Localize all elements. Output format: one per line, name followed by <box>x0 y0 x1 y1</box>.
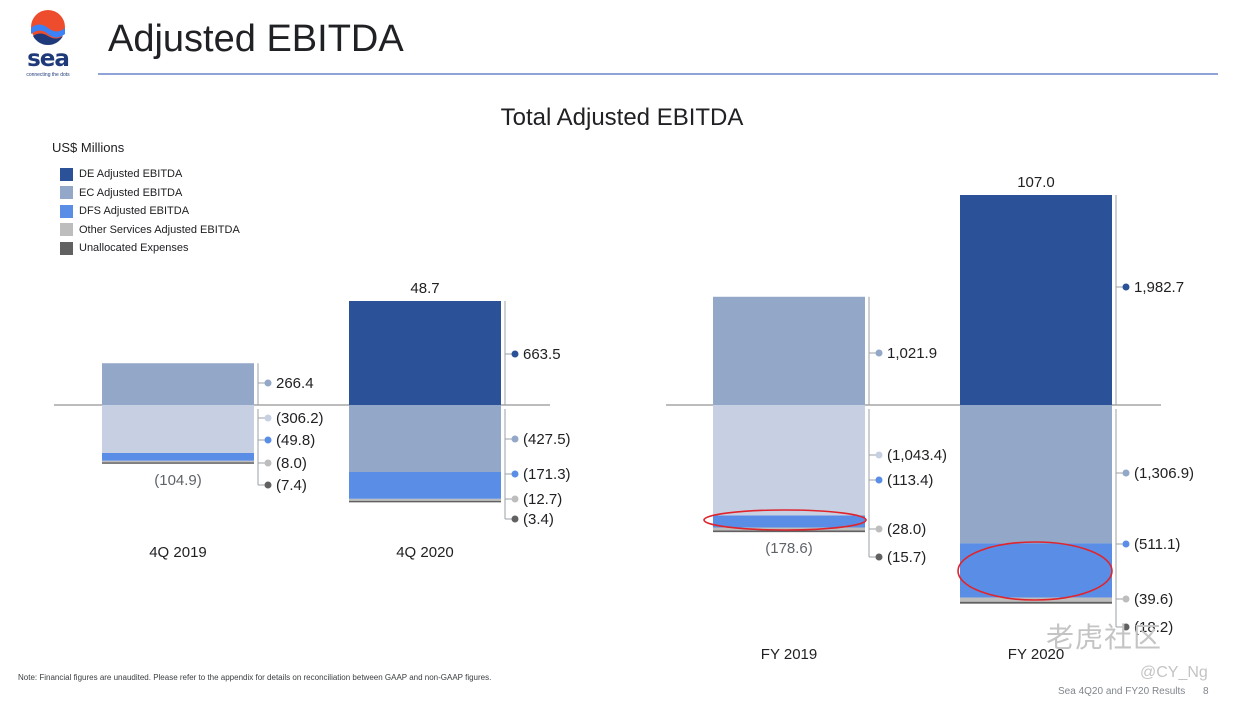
highlight-annotation-fy2020 <box>957 541 1113 601</box>
total-label-fy-2020: 107.0 <box>1017 174 1055 191</box>
data-label-4q-2019-ec: (306.2) <box>276 410 324 427</box>
label-dot-unalloc <box>1122 623 1130 631</box>
legend-swatch-dfs <box>60 204 73 218</box>
data-label-fy-2019-positive: 1,021.9 <box>887 345 937 362</box>
label-dot-ec <box>511 435 519 443</box>
legend-item-de: DE Adjusted EBITDA <box>60 165 240 184</box>
data-label-4q-2020-dfs: (171.3) <box>523 466 571 483</box>
legend-label-ec: EC Adjusted EBITDA <box>79 186 183 199</box>
legend-swatch-de <box>60 167 73 181</box>
label-dot-de <box>1122 283 1130 291</box>
label-dot-dfs <box>1122 540 1130 548</box>
logo-tagline: connecting the dots <box>26 72 70 78</box>
bar-negative-other-4q-2020 <box>349 498 501 501</box>
legend-item-other: Other Services Adjusted EBITDA <box>60 221 240 240</box>
label-dot-other <box>511 495 519 503</box>
data-label-fy-2020-other: (39.6) <box>1134 591 1173 608</box>
bar-negative-ec-fy-2020 <box>960 405 1112 544</box>
label-dot-dfs <box>875 476 883 484</box>
label-dot-ec <box>875 451 883 459</box>
title-divider <box>98 73 1218 75</box>
highlight-annotation-fy2019 <box>703 509 867 531</box>
legend-label-other: Other Services Adjusted EBITDA <box>79 223 240 236</box>
bar-negative-dfs-4q-2020 <box>349 472 501 499</box>
watermark-user: @CY_Ng <box>1140 664 1208 681</box>
bar-positive-fy-2019 <box>713 296 865 405</box>
label-dot-ec <box>1122 469 1130 477</box>
footnote: Note: Financial figures are unaudited. P… <box>18 673 492 682</box>
data-label-4q-2020-positive: 663.5 <box>523 346 561 363</box>
data-label-4q-2020-other: (12.7) <box>523 491 562 508</box>
watermark-site: 老虎社区 <box>1046 622 1163 653</box>
bar-negative-unalloc-fy-2020 <box>960 601 1112 604</box>
data-label-4q-2019-dfs: (49.8) <box>276 432 315 449</box>
legend-label-unalloc: Unallocated Expenses <box>79 242 189 255</box>
data-label-fy-2020-positive: 1,982.7 <box>1134 279 1184 296</box>
label-dot-de <box>511 350 519 358</box>
label-dot-other <box>264 459 272 467</box>
category-label-fy-2020: FY 2020 <box>1008 646 1064 663</box>
sea-logo: sea connecting the dots <box>22 8 78 80</box>
legend-item-unalloc: Unallocated Expenses <box>60 239 240 258</box>
label-dot-unalloc <box>511 515 519 523</box>
bar-negative-ec-fy-2019 <box>713 405 865 516</box>
footer-source: Sea 4Q20 and FY20 Results <box>1058 686 1186 697</box>
label-dot-other <box>875 525 883 533</box>
bar-negative-dfs-fy-2020 <box>960 543 1112 598</box>
legend-item-dfs: DFS Adjusted EBITDA <box>60 202 240 221</box>
label-dot-ec <box>875 349 883 357</box>
bar-positive-4q-2019 <box>102 363 254 405</box>
chart-title: Total Adjusted EBITDA <box>500 104 744 131</box>
label-dot-other <box>1122 595 1130 603</box>
data-label-4q-2019-unalloc: (7.4) <box>276 477 307 494</box>
data-label-fy-2020-unalloc: (18.2) <box>1134 619 1173 636</box>
data-label-4q-2020-unalloc: (3.4) <box>523 511 554 528</box>
category-label-4q-2020: 4Q 2020 <box>396 544 454 561</box>
legend-swatch-ec <box>60 186 73 200</box>
page-number: 8 <box>1203 686 1209 697</box>
data-label-4q-2019-other: (8.0) <box>276 455 307 472</box>
bar-negative-ec-4q-2019 <box>102 405 254 453</box>
label-dot-ec <box>264 414 272 422</box>
total-label-4q-2019: (104.9) <box>154 472 202 489</box>
bar-negative-unalloc-fy-2019 <box>713 530 865 533</box>
category-label-fy-2019: FY 2019 <box>761 646 817 663</box>
data-label-fy-2020-ec: (1,306.9) <box>1134 465 1194 482</box>
bar-negative-dfs-fy-2019 <box>713 515 865 528</box>
label-dot-unalloc <box>875 553 883 561</box>
logo-text: sea <box>27 46 70 72</box>
bar-negative-unalloc-4q-2019 <box>102 462 254 464</box>
bar-negative-other-4q-2019 <box>102 460 254 463</box>
total-label-4q-2020: 48.7 <box>410 280 439 297</box>
data-label-fy-2019-unalloc: (15.7) <box>887 549 926 566</box>
units-label: US$ Millions <box>52 140 125 155</box>
data-label-fy-2019-ec: (1,043.4) <box>887 447 947 464</box>
bar-positive-4q-2020 <box>349 301 501 405</box>
total-label-fy-2019: (178.6) <box>765 540 813 557</box>
logo-emblem-icon <box>31 10 65 45</box>
data-label-fy-2019-dfs: (113.4) <box>887 472 933 489</box>
legend-label-de: DE Adjusted EBITDA <box>79 168 183 181</box>
bar-negative-dfs-4q-2019 <box>102 452 254 461</box>
label-dot-ec <box>264 379 272 387</box>
label-dot-unalloc <box>264 481 272 489</box>
category-label-4q-2019: 4Q 2019 <box>149 544 207 561</box>
bar-negative-ec-4q-2020 <box>349 405 501 473</box>
legend-label-dfs: DFS Adjusted EBITDA <box>79 205 190 218</box>
bar-negative-unalloc-4q-2020 <box>349 500 501 503</box>
legend-swatch-other <box>60 223 73 237</box>
data-label-fy-2020-dfs: (511.1) <box>1134 536 1180 553</box>
legend-swatch-unalloc <box>60 241 73 255</box>
label-dot-dfs <box>264 436 272 444</box>
legend-item-ec: EC Adjusted EBITDA <box>60 184 240 203</box>
label-dot-dfs <box>511 470 519 478</box>
data-label-fy-2019-other: (28.0) <box>887 521 926 538</box>
page-title: Adjusted EBITDA <box>108 18 404 60</box>
bar-positive-fy-2020 <box>960 195 1112 405</box>
data-label-4q-2019-positive: 266.4 <box>276 375 314 392</box>
chart-legend: DE Adjusted EBITDA EC Adjusted EBITDA DF… <box>60 165 240 258</box>
data-label-4q-2020-ec: (427.5) <box>523 431 571 448</box>
bar-negative-other-fy-2019 <box>713 527 865 531</box>
